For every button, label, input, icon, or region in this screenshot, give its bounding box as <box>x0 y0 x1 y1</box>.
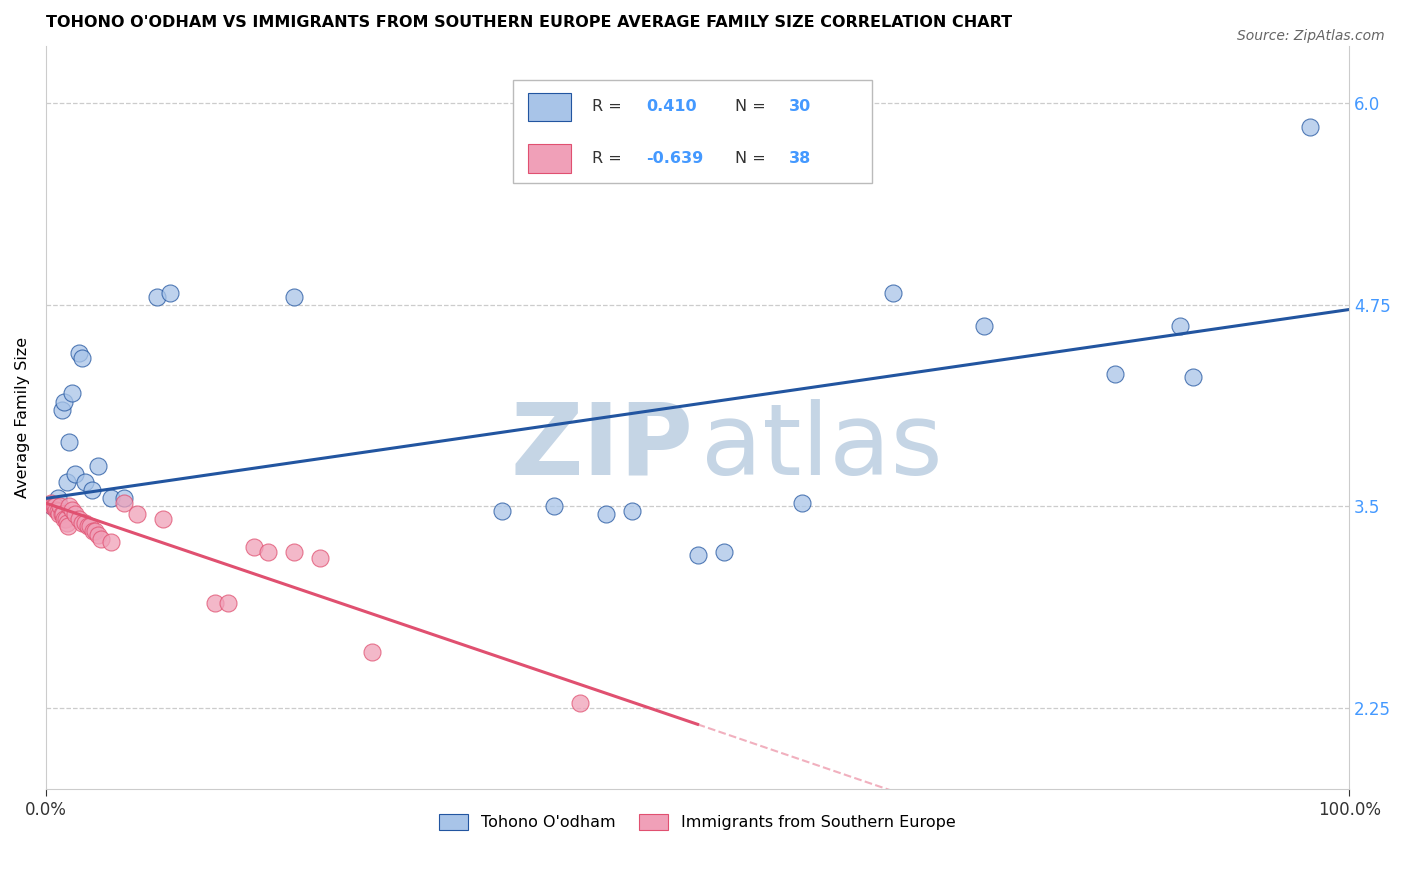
Text: N =: N = <box>735 99 766 114</box>
Text: 0.410: 0.410 <box>645 99 696 114</box>
Point <box>87 459 110 474</box>
Point <box>112 491 135 506</box>
Text: ZIP: ZIP <box>510 399 693 496</box>
Point <box>1181 370 1204 384</box>
Text: N =: N = <box>735 151 766 166</box>
Text: 30: 30 <box>789 99 811 114</box>
Point <box>491 504 513 518</box>
Point <box>360 645 382 659</box>
Point <box>72 516 94 530</box>
Text: 38: 38 <box>789 151 811 166</box>
Point <box>686 548 709 562</box>
FancyBboxPatch shape <box>513 80 872 183</box>
Point <box>52 508 75 522</box>
Point <box>973 318 995 333</box>
Point <box>58 500 80 514</box>
Point <box>46 504 69 518</box>
Point <box>63 467 86 482</box>
Point <box>790 496 813 510</box>
Point <box>112 496 135 510</box>
Point <box>256 544 278 558</box>
Point <box>49 500 72 514</box>
Point <box>63 508 86 522</box>
Point <box>72 351 94 365</box>
Y-axis label: Average Family Size: Average Family Size <box>15 337 30 499</box>
FancyBboxPatch shape <box>527 144 571 173</box>
Point <box>51 508 73 522</box>
Point <box>41 500 63 514</box>
Point <box>308 551 330 566</box>
Text: R =: R = <box>592 151 621 166</box>
Point <box>51 402 73 417</box>
Text: R =: R = <box>592 99 621 114</box>
Point <box>75 475 97 490</box>
Point <box>127 508 149 522</box>
Point <box>204 596 226 610</box>
Point <box>217 596 239 610</box>
Point <box>1168 318 1191 333</box>
Point <box>75 516 97 530</box>
Point <box>621 504 644 518</box>
Point <box>283 544 305 558</box>
Point <box>39 496 62 510</box>
Point <box>145 290 167 304</box>
Point <box>45 502 67 516</box>
Text: -0.639: -0.639 <box>645 151 703 166</box>
Text: atlas: atlas <box>702 399 943 496</box>
Text: Source: ZipAtlas.com: Source: ZipAtlas.com <box>1237 29 1385 43</box>
Point <box>1104 367 1126 381</box>
Point <box>44 500 66 514</box>
Point <box>41 500 63 514</box>
Point <box>100 491 122 506</box>
Point <box>53 394 76 409</box>
Point <box>53 512 76 526</box>
FancyBboxPatch shape <box>527 93 571 121</box>
Point <box>44 500 66 514</box>
Point <box>569 696 592 710</box>
Point <box>55 512 77 526</box>
Point <box>243 540 266 554</box>
Legend: Tohono O'odham, Immigrants from Southern Europe: Tohono O'odham, Immigrants from Southern… <box>433 807 962 837</box>
Text: TOHONO O'ODHAM VS IMMIGRANTS FROM SOUTHERN EUROPE AVERAGE FAMILY SIZE CORRELATIO: TOHONO O'ODHAM VS IMMIGRANTS FROM SOUTHE… <box>46 15 1012 30</box>
Point <box>100 535 122 549</box>
Point <box>76 518 98 533</box>
Point <box>56 475 79 490</box>
Point <box>152 512 174 526</box>
Point <box>46 491 69 506</box>
Point <box>87 528 110 542</box>
Point <box>67 346 90 360</box>
Point <box>60 502 83 516</box>
Point <box>80 483 103 498</box>
Point <box>58 434 80 449</box>
Point <box>67 512 90 526</box>
Point <box>56 516 79 530</box>
Point <box>595 508 617 522</box>
Point <box>159 286 181 301</box>
Point <box>543 500 565 514</box>
Point <box>79 518 101 533</box>
Point <box>48 508 70 522</box>
Point <box>882 286 904 301</box>
Point <box>84 524 107 538</box>
Point <box>82 524 104 538</box>
Point <box>90 532 112 546</box>
Point <box>42 500 65 514</box>
Point <box>283 290 305 304</box>
Point <box>713 544 735 558</box>
Point <box>56 518 79 533</box>
Point <box>1299 120 1322 135</box>
Point <box>60 386 83 401</box>
